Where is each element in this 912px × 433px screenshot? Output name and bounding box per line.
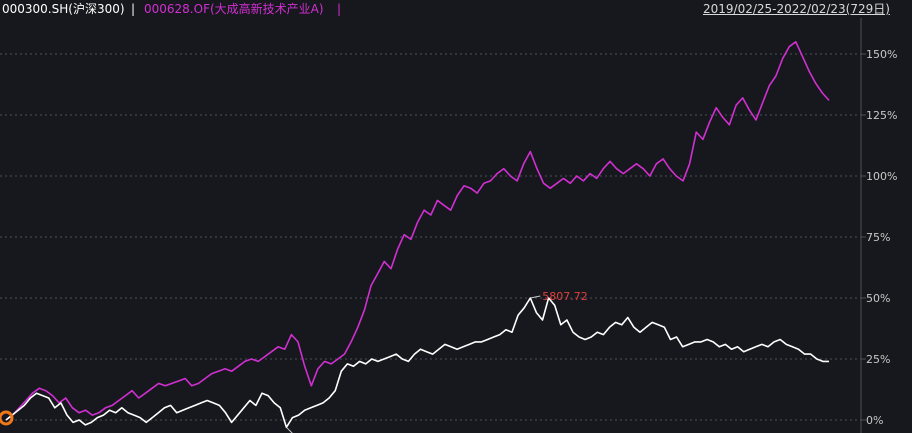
y-tick-label: 150% bbox=[866, 48, 897, 61]
series-lines bbox=[5, 40, 830, 429]
y-tick-label: 0% bbox=[866, 414, 883, 427]
start-badge[interactable] bbox=[0, 410, 14, 426]
grid-lines bbox=[0, 53, 861, 421]
legend-separator: | bbox=[131, 2, 136, 16]
y-axis-ticks: 0% 25% 50% 75% 100% 125% 150% bbox=[861, 48, 897, 427]
index-legend-label[interactable]: 000300.SH(沪深300) bbox=[2, 2, 125, 16]
chart-header: 000300.SH(沪深300) | 000628.OF(大成高新技术产业A) … bbox=[0, 0, 912, 18]
start-badge-icon[interactable] bbox=[0, 410, 14, 426]
date-range-label[interactable]: 2019/02/25-2022/02/23(729日) bbox=[703, 2, 890, 16]
fund-series-line[interactable] bbox=[5, 40, 830, 421]
y-tick-label: 50% bbox=[866, 292, 890, 305]
index-series-line[interactable] bbox=[5, 297, 829, 429]
y-tick-label: 75% bbox=[866, 231, 890, 244]
max-annotation-pointer bbox=[530, 295, 541, 299]
min-annotation-pointer bbox=[286, 426, 293, 433]
min-value-label: 3530.31 bbox=[298, 431, 344, 433]
y-tick-label: 125% bbox=[866, 109, 897, 122]
extreme-markers: 5807.72 3530.31 bbox=[286, 290, 588, 433]
max-value-label: 5807.72 bbox=[542, 290, 588, 303]
y-tick-label: 25% bbox=[866, 353, 890, 366]
y-tick-label: 100% bbox=[866, 170, 897, 183]
legend-separator: | bbox=[337, 2, 342, 16]
fund-legend-label[interactable]: 000628.OF(大成高新技术产业A) bbox=[144, 2, 324, 16]
